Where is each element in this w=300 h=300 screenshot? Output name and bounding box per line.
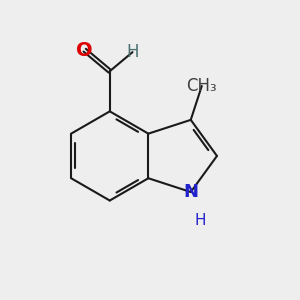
Text: CH₃: CH₃ [187,77,217,95]
Text: O: O [76,41,93,60]
Text: N: N [183,183,198,201]
Text: H: H [126,43,139,61]
Text: H: H [194,213,206,228]
